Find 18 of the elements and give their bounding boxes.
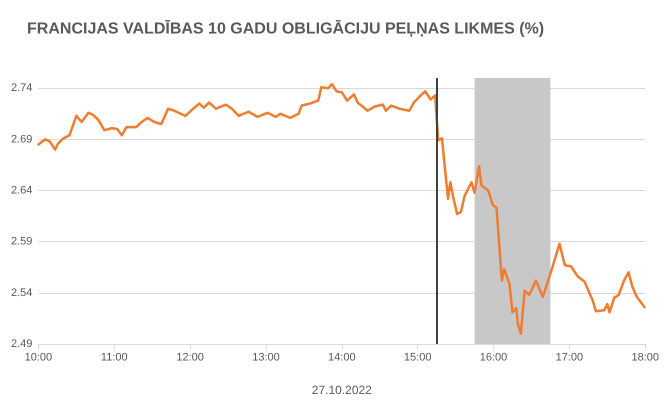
x-tick-label: 11:00 bbox=[100, 352, 128, 364]
x-tick-label: 12:00 bbox=[176, 352, 204, 364]
y-tick-label: 2.59 bbox=[10, 236, 32, 248]
x-tick-label: 13:00 bbox=[252, 352, 280, 364]
y-tick-label: 2.69 bbox=[10, 133, 32, 146]
x-tick-label: 18:00 bbox=[631, 352, 659, 364]
x-tick-label: 15:00 bbox=[404, 352, 432, 364]
x-axis-title: 27.10.2022 bbox=[312, 383, 372, 397]
y-tick-label: 2.49 bbox=[10, 338, 32, 350]
y-tick-label: 2.74 bbox=[10, 82, 32, 94]
x-tick-label: 16:00 bbox=[480, 352, 508, 364]
x-tick-label: 10:00 bbox=[24, 352, 52, 364]
y-tick-label: 2.54 bbox=[10, 286, 32, 299]
x-tick-label: 14:00 bbox=[328, 352, 356, 364]
line-series bbox=[37, 82, 646, 336]
x-tick-label: 17:00 bbox=[556, 352, 584, 364]
y-tick-label: 2.64 bbox=[10, 184, 32, 197]
chart-title: FRANCIJAS VALDĪBAS 10 GADU OBLIGĀCIJU PEĻŅAS LIKMES (%) bbox=[27, 20, 544, 38]
